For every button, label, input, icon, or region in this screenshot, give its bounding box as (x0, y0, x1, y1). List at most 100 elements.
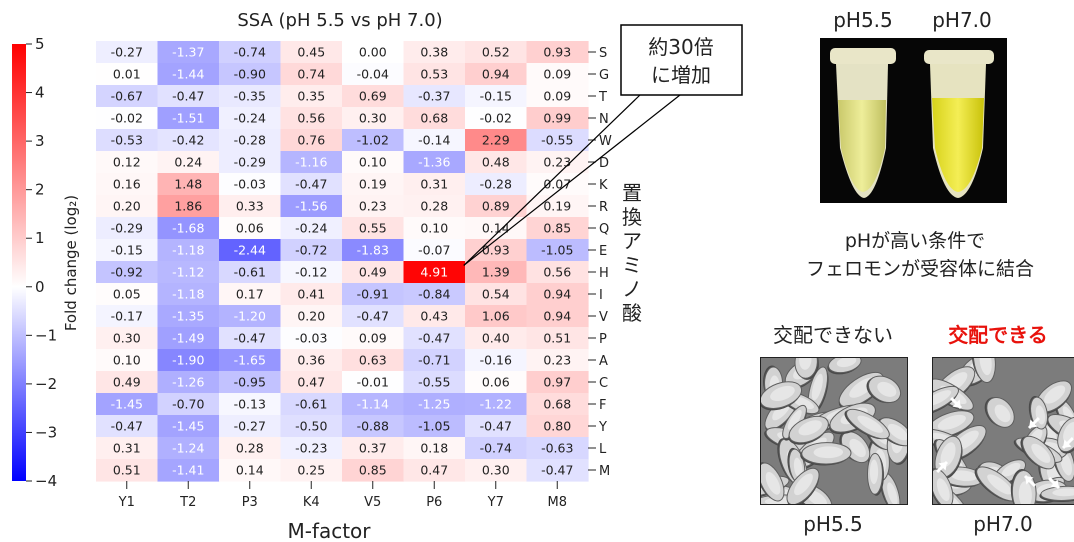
heatmap-cell (403, 261, 466, 284)
cell-value-label: 0.89 (482, 199, 510, 214)
cell-value-label: 1.06 (482, 309, 510, 324)
cell-value-label: -1.22 (480, 397, 512, 412)
heatmap-cell (465, 151, 528, 174)
cell-value-label: -0.15 (480, 89, 512, 104)
heatmap-cell (219, 63, 282, 86)
cell-value-label: -0.16 (480, 353, 512, 368)
yeast-cell (933, 468, 954, 504)
heatmap-cell (280, 41, 343, 64)
heatmap-cell (219, 195, 282, 218)
heatmap-cell (403, 173, 466, 196)
cell-value-label: -0.24 (234, 111, 266, 126)
cell-value-label: -0.88 (357, 419, 389, 434)
cell-value-label: -1.90 (172, 353, 204, 368)
column-label: P6 (426, 495, 442, 510)
cell-value-label: -1.51 (172, 111, 204, 126)
cell-value-label: 0.30 (482, 463, 510, 478)
cell-value-label: -1.05 (418, 419, 450, 434)
cell-value-label: 0.06 (482, 375, 510, 390)
colorbar-tick-label: 2 (35, 181, 45, 199)
cell-value-label: 0.99 (543, 111, 571, 126)
cell-value-label: -0.17 (111, 309, 143, 324)
heatmap-cell (465, 437, 528, 460)
cell-value-label: -0.50 (295, 419, 327, 434)
cell-value-label: 0.37 (359, 441, 387, 456)
cells-photo-left (760, 357, 908, 505)
colorbar-tick-label: 4 (35, 84, 45, 102)
heatmap-cell (465, 195, 528, 218)
cell-value-label: 0.14 (482, 221, 510, 236)
heatmap-cell (157, 393, 220, 416)
heatmap-cell (342, 283, 405, 306)
heatmap-cell (526, 459, 589, 482)
arrow-icon (1048, 477, 1061, 490)
cell-value-label: -1.24 (172, 441, 204, 456)
heatmap-cell (96, 305, 159, 328)
cell-value-label: -0.02 (480, 111, 512, 126)
yeast-cell (876, 417, 907, 447)
cell-value-label: -1.37 (172, 45, 204, 60)
heatmap-cell (403, 107, 466, 130)
cell-value-label: 0.52 (482, 45, 510, 60)
cell-value-label: -0.47 (480, 419, 512, 434)
cell-value-label: 0.51 (543, 331, 571, 346)
cell-value-label: -0.24 (295, 221, 327, 236)
cell-value-label: -0.03 (295, 331, 327, 346)
heatmap-cell (157, 261, 220, 284)
row-label: H (599, 266, 609, 281)
cell-value-label: 0.23 (359, 199, 387, 214)
arrow-icon (936, 460, 949, 473)
heatmap-cell (465, 41, 528, 64)
arrow-icon (1023, 474, 1036, 487)
yeast-cell (761, 381, 803, 411)
heatmap-cell (342, 415, 405, 438)
heatmap-cell (342, 349, 405, 372)
heatmap-cell (342, 85, 405, 108)
heatmap-cell (96, 151, 159, 174)
colorbar-label: Fold change (log₂) (62, 195, 80, 331)
cell-value-label: -1.25 (418, 397, 450, 412)
heatmap-cell (157, 63, 220, 86)
cell-value-label: -0.47 (541, 463, 573, 478)
cell-value-label: 0.10 (420, 221, 448, 236)
x-axis-label: M-factor (287, 519, 371, 542)
yeast-cell (1028, 395, 1049, 430)
cell-value-label: -0.95 (234, 375, 266, 390)
cell-value-label: -0.47 (234, 331, 266, 346)
heatmap-cell (157, 437, 220, 460)
cell-value-label: 0.28 (236, 441, 264, 456)
row-label: V (599, 310, 608, 325)
heatmap-cell (157, 151, 220, 174)
heatmap-cell (280, 437, 343, 460)
cell-value-label: 0.09 (359, 331, 387, 346)
heatmap-cell (219, 85, 282, 108)
cell-value-label: 0.48 (482, 155, 510, 170)
heatmap-cell (157, 371, 220, 394)
heatmap-cell (342, 107, 405, 130)
heatmap-cell (342, 195, 405, 218)
column-label: T2 (179, 495, 196, 510)
cell-value-label: -0.70 (172, 397, 204, 412)
cell-value-label: 0.23 (543, 353, 571, 368)
row-label: R (599, 200, 608, 215)
y-axis-label-char: ア (622, 229, 642, 253)
yeast-cell (788, 415, 829, 445)
cell-value-label: 2.29 (482, 133, 510, 148)
heatmap-cell (465, 63, 528, 86)
yeast-cell (827, 358, 862, 375)
yeast-cell (844, 408, 890, 440)
row-label: P (599, 332, 607, 347)
cell-value-label: -1.20 (234, 309, 266, 324)
cell-value-label: -1.56 (295, 199, 327, 214)
cell-value-label: 0.36 (297, 353, 325, 368)
heatmap-cell (280, 107, 343, 130)
row-label: S (599, 46, 607, 61)
cell-value-label: -0.74 (480, 441, 512, 456)
arrow-icon (950, 397, 963, 410)
cell-value-label: 0.56 (297, 111, 325, 126)
yeast-cell (782, 404, 807, 441)
row-label: W (599, 134, 612, 149)
cell-value-label: -1.68 (172, 221, 204, 236)
